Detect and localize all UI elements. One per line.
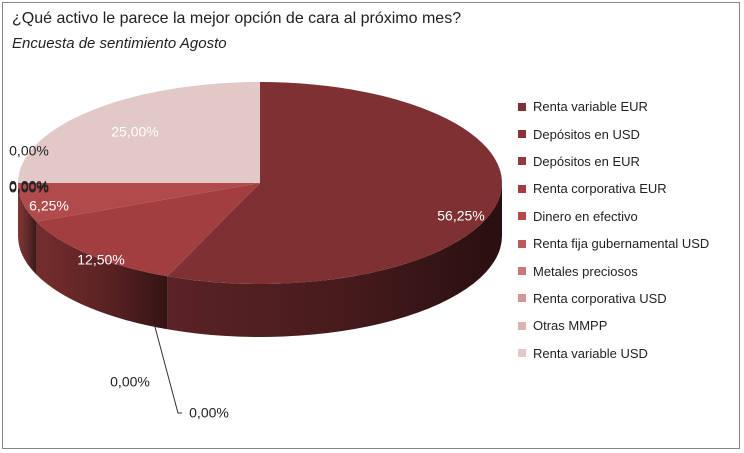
legend-label: Dinero en efectivo [533, 208, 638, 224]
data-label-depositos-en-eur: 0,00% [189, 405, 229, 421]
legend-label: Renta variable EUR [533, 99, 648, 115]
legend-item-metales-preciosos: Metales preciosos [518, 257, 740, 284]
legend-label: Renta corporativa EUR [533, 181, 667, 197]
legend-swatch [518, 130, 526, 139]
legend-item-renta-corporativa-eur: Renta corporativa EUR [518, 175, 740, 202]
legend-label: Metales preciosos [533, 263, 638, 279]
legend-swatch [518, 212, 526, 221]
chart-legend: Renta variable EUR Depósitos en USD Depósi… [518, 93, 740, 367]
data-label-dinero-en-efectivo: 6,25% [29, 198, 69, 214]
legend-swatch [518, 239, 526, 248]
legend-item-renta-variable-eur: Renta variable EUR [518, 93, 740, 120]
legend-item-renta-variable-usd: Renta variable USD [518, 340, 740, 367]
legend-swatch [518, 349, 526, 358]
legend-item-renta-fija-gubernamental-usd: Renta fija gubernamental USD [518, 230, 740, 257]
chart-subtitle: Encuesta de sentimiento Agosto [12, 35, 227, 52]
pie-slice-renta-corporativa-eur [36, 183, 260, 277]
pie-side-renta-variable-eur [167, 183, 502, 337]
data-label-depositos-en-usd: 0,00% [110, 374, 150, 390]
data-label-metales-preciosos: 0,00% [9, 180, 49, 196]
data-label-renta-variable-usd: 25,00% [111, 124, 158, 140]
legend-label: Renta variable USD [533, 345, 648, 361]
legend-label: Renta fija gubernamental USD [533, 236, 710, 252]
pie-side-renta-corporativa-eur [36, 221, 168, 330]
legend-swatch [518, 102, 526, 111]
legend-item-depositos-en-usd: Depósitos en USD [518, 120, 740, 147]
leader-line-depositos-en-eur [154, 326, 182, 414]
legend-swatch [518, 294, 526, 303]
legend-item-renta-corporativa-usd: Renta corporativa USD [518, 285, 740, 312]
legend-item-otras-mmpp: Otras MMPP [518, 312, 740, 339]
data-label-renta-corporativa-eur: 12,50% [77, 252, 124, 268]
legend-label: Depósitos en EUR [533, 153, 640, 169]
legend-swatch [518, 267, 526, 276]
legend-swatch [518, 184, 526, 193]
legend-swatch [518, 321, 526, 330]
data-label-otras-mmpp: 0,00% [9, 143, 49, 159]
data-label-renta-fija-gubernamental-usd: 0,00% [9, 179, 49, 195]
legend-swatch [518, 157, 526, 166]
legend-item-depositos-en-eur: Depósitos en EUR [518, 148, 740, 175]
pie-slice-dinero-en-efectivo [18, 183, 260, 222]
data-label-renta-corporativa-usd: 0,00% [9, 178, 49, 194]
legend-label: Renta corporativa USD [533, 290, 667, 306]
legend-label: Depósitos en USD [533, 126, 640, 142]
legend-item-dinero-en-efectivo: Dinero en efectivo [518, 203, 740, 230]
pie-side-dinero-en-efectivo [18, 183, 37, 275]
legend-label: Otras MMPP [533, 318, 608, 334]
pie-slice-renta-variable-eur [167, 82, 502, 284]
chart-title: ¿Qué activo le parece la mejor opción de… [12, 10, 462, 27]
data-label-renta-variable-eur: 56,25% [437, 208, 484, 224]
pie-slice-renta-variable-usd [18, 82, 260, 183]
